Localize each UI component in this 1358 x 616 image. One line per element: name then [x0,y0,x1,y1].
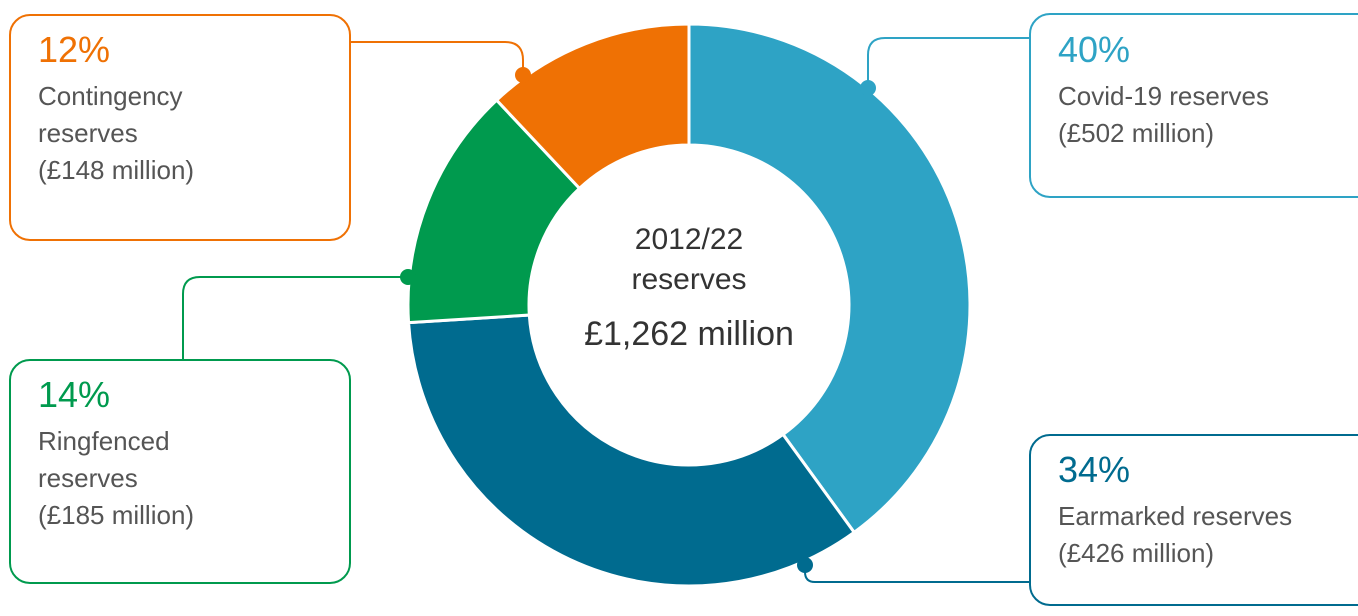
connector [350,41,524,75]
amount-label: (£502 million) [1058,118,1215,148]
amount-label: (£185 million) [38,500,195,530]
amount-label: (£148 million) [38,155,195,185]
connector-dot [860,80,876,96]
percent-label: 14% [38,374,111,415]
connector [182,276,408,360]
donut-segment [687,22,972,535]
connector [804,565,1030,583]
label-box [1029,13,1358,198]
center-label: £1,262 million [584,315,794,353]
category-label: Ringfenced reserves [38,426,170,493]
label-box [9,14,351,241]
donut-segment [494,22,691,191]
label-box [1029,434,1358,606]
label-text: 40% Covid-19 reserves (£502 million) [1058,30,1358,152]
connector [867,37,1030,88]
connector-dot [797,557,813,573]
center-title: 2012/22 reserves [631,223,747,296]
category-label: Covid-19 reserves [1058,81,1269,111]
label-box [9,359,351,584]
label-text: 34% Earmarked reserves (£426 million) [1058,450,1358,572]
percent-label: 34% [1058,449,1131,490]
percent-label: 40% [1058,29,1131,70]
label-text: 12% Contingency reserves (£148 million) [38,30,238,189]
category-label: Contingency reserves [38,81,183,148]
label-text: 14% Ringfenced reserves (£185 million) [38,375,238,534]
donut-segment [406,313,857,588]
connector-dot [515,67,531,83]
amount-label: (£426 million) [1058,538,1215,568]
percent-label: 12% [38,29,111,70]
connector-dot [400,269,416,285]
category-label: Earmarked reserves [1058,501,1293,531]
